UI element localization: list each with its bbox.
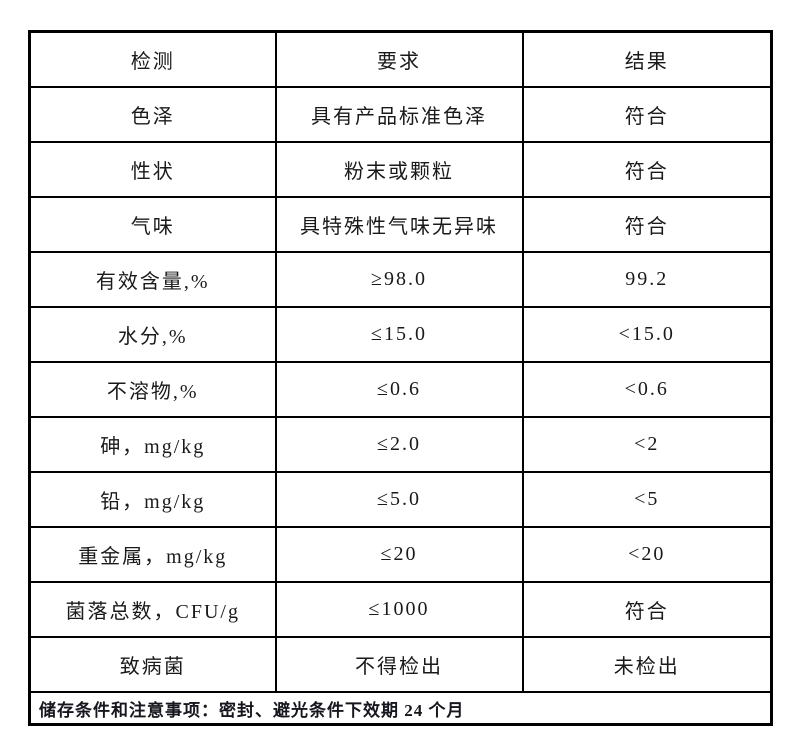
storage-note-row: 储存条件和注意事项：密封、避光条件下效期 24 个月 (28, 691, 773, 726)
cell-result: 未检出 (521, 636, 773, 693)
table-row: 菌落总数，CFU/g ≤1000 符合 (28, 581, 773, 638)
cell-item: 气味 (28, 196, 277, 253)
cell-item: 菌落总数，CFU/g (28, 581, 277, 638)
table-row: 致病菌 不得检出 未检出 (28, 636, 773, 693)
table-row: 水分,% ≤15.0 <15.0 (28, 306, 773, 363)
cell-requirement: ≤5.0 (274, 471, 524, 528)
cell-requirement: ≤20 (274, 526, 524, 583)
inspection-table: 检测 要求 结果 色泽 具有产品标准色泽 符合 性状 粉末或颗粒 符合 气味 具特殊性气味无异… (28, 30, 773, 726)
cell-item: 水分,% (28, 306, 277, 363)
cell-requirement: ≤2.0 (274, 416, 524, 473)
cell-requirement: ≤0.6 (274, 361, 524, 418)
table-row: 铅，mg/kg ≤5.0 <5 (28, 471, 773, 528)
cell-result: 符合 (521, 581, 773, 638)
table-row: 气味 具特殊性气味无异味 符合 (28, 196, 773, 253)
cell-requirement: ≤1000 (274, 581, 524, 638)
cell-requirement: ≥98.0 (274, 251, 524, 308)
cell-item: 色泽 (28, 86, 277, 143)
cell-result: <0.6 (521, 361, 773, 418)
cell-item: 不溶物,% (28, 361, 277, 418)
cell-item: 砷，mg/kg (28, 416, 277, 473)
cell-result: 99.2 (521, 251, 773, 308)
cell-result: 符合 (521, 86, 773, 143)
table-header-row: 检测 要求 结果 (28, 30, 773, 88)
cell-item: 性状 (28, 141, 277, 198)
column-header-requirement: 要求 (274, 30, 524, 88)
table-row: 砷，mg/kg ≤2.0 <2 (28, 416, 773, 473)
cell-requirement: 具特殊性气味无异味 (274, 196, 524, 253)
cell-requirement: 不得检出 (274, 636, 524, 693)
cell-result: <5 (521, 471, 773, 528)
table-row: 有效含量,% ≥98.0 99.2 (28, 251, 773, 308)
table-row: 色泽 具有产品标准色泽 符合 (28, 86, 773, 143)
column-header-result: 结果 (521, 30, 773, 88)
cell-result: <20 (521, 526, 773, 583)
table-row: 不溶物,% ≤0.6 <0.6 (28, 361, 773, 418)
cell-result: 符合 (521, 141, 773, 198)
storage-note: 储存条件和注意事项：密封、避光条件下效期 24 个月 (28, 691, 773, 726)
cell-requirement: ≤15.0 (274, 306, 524, 363)
cell-item: 铅，mg/kg (28, 471, 277, 528)
cell-item: 有效含量,% (28, 251, 277, 308)
column-header-test: 检测 (28, 30, 277, 88)
cell-result: <15.0 (521, 306, 773, 363)
cell-result: 符合 (521, 196, 773, 253)
cell-item: 重金属，mg/kg (28, 526, 277, 583)
cell-item: 致病菌 (28, 636, 277, 693)
table-row: 重金属，mg/kg ≤20 <20 (28, 526, 773, 583)
cell-requirement: 粉末或颗粒 (274, 141, 524, 198)
cell-requirement: 具有产品标准色泽 (274, 86, 524, 143)
table-row: 性状 粉末或颗粒 符合 (28, 141, 773, 198)
cell-result: <2 (521, 416, 773, 473)
